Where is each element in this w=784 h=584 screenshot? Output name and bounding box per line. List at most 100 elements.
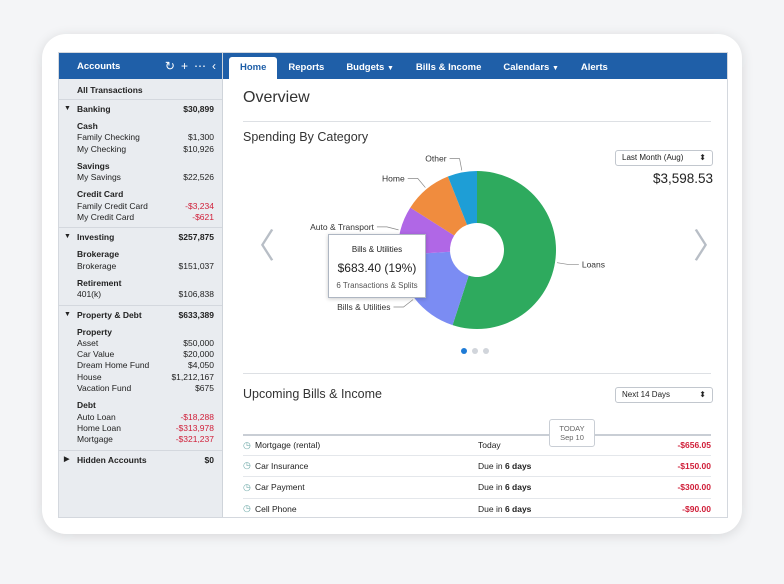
account-row[interactable]: My Savings $22,526 (59, 172, 222, 183)
updown-icon: ⬍ (699, 390, 706, 399)
refresh-icon[interactable]: ↻ (164, 59, 175, 73)
expand-triangle-icon[interactable]: ▼ (64, 233, 71, 241)
bill-due: Due in 6 days (478, 504, 682, 514)
bill-name: Car Payment (255, 482, 305, 493)
bill-due: Due in 6 days (478, 461, 677, 471)
range-value: Next 14 Days (622, 390, 671, 399)
expand-triangle-icon[interactable]: ▶ (64, 455, 70, 463)
account-balance: $106,838 (178, 289, 214, 300)
account-name: Car Value (77, 349, 115, 360)
tooltip-detail: 6 Transactions & Splits (336, 281, 418, 290)
bill-amount: -$300.00 (677, 482, 711, 493)
collapse-icon[interactable]: ‹ (212, 59, 216, 73)
all-transactions-link[interactable]: All Transactions (59, 79, 222, 100)
group-label: Hidden Accounts (77, 454, 147, 465)
divider (243, 121, 711, 122)
tooltip-amount: $683.40 (19%) (337, 261, 417, 275)
account-balance: $50,000 (183, 337, 214, 348)
carousel-dot[interactable] (483, 348, 489, 354)
updown-icon: ⬍ (699, 153, 706, 162)
account-row[interactable]: Brokerage $151,037 (59, 261, 222, 272)
pie-leader-line (376, 226, 399, 231)
bill-due: Due in 6 days (478, 482, 677, 492)
divider (243, 373, 711, 374)
page-title: Overview (243, 89, 310, 106)
bill-amount: -$150.00 (677, 460, 711, 471)
more-icon[interactable]: ⋯ (194, 59, 206, 73)
pie-slice-loans[interactable] (452, 171, 556, 329)
add-icon[interactable]: + (180, 59, 188, 73)
account-row[interactable]: Auto Loan -$18,288 (59, 412, 222, 423)
account-row[interactable]: Mortgage -$321,237 (59, 434, 222, 445)
accounts-sidebar: Accounts ↻ + ⋯ ‹ All Transactions ▼ Bank… (59, 53, 223, 517)
group-property-debt[interactable]: ▼ Property & Debt $633,389 (59, 306, 222, 324)
account-name: Vacation Fund (77, 383, 132, 394)
subgroup-label: Savings (77, 160, 110, 171)
pie-slice-home[interactable] (410, 176, 468, 236)
next-arrow-icon[interactable]: 〉 (693, 228, 727, 266)
account-row[interactable]: Car Value $20,000 (59, 349, 222, 360)
due-text: Today (478, 440, 501, 451)
account-row[interactable]: My Checking $10,926 (59, 144, 222, 155)
account-name: House (77, 371, 102, 382)
subgroup-label: Debt (77, 400, 96, 411)
account-row[interactable]: 401(k) $106,838 (59, 289, 222, 300)
account-row[interactable]: Vacation Fund $675 (59, 383, 222, 394)
account-balance: $151,037 (178, 260, 214, 271)
account-row[interactable]: Family Checking $1,300 (59, 132, 222, 143)
bill-amount: -$90.00 (682, 503, 711, 514)
account-row[interactable]: Asset $50,000 (59, 338, 222, 349)
tab-reports[interactable]: Reports (288, 62, 325, 73)
pie-label: Other (425, 154, 446, 164)
account-balance: $675 (195, 383, 214, 394)
account-row[interactable]: Dream Home Fund $4,050 (59, 360, 222, 371)
tab-budgets[interactable]: Budgets ▼ (335, 53, 405, 79)
account-balance: -$18,288 (180, 411, 214, 422)
tab-bills-income[interactable]: Bills & Income (415, 62, 482, 73)
bill-name: Cell Phone (255, 503, 297, 514)
spending-donut-chart[interactable]: Loans Bills & Utilities Auto & Transport Ho… (223, 53, 728, 353)
account-name: Dream Home Fund (77, 360, 150, 371)
due-days: 6 days (504, 460, 532, 471)
account-balance: $1,212,167 (171, 371, 214, 382)
account-name: My Checking (77, 143, 127, 154)
tab-home[interactable]: Home (229, 57, 278, 79)
account-name: Home Loan (77, 422, 121, 433)
expand-triangle-icon[interactable]: ▼ (64, 310, 71, 318)
pie-slice-other[interactable] (447, 171, 477, 225)
group-label: Property & Debt (77, 309, 142, 320)
group-banking[interactable]: ▼ Banking $30,899 (59, 100, 222, 118)
list-item[interactable]: ◷ Car Payment Due in 6 days -$300.00 (243, 477, 711, 499)
account-row[interactable]: My Credit Card -$621 (59, 212, 222, 223)
list-item[interactable]: ◷ Mortgage (rental) Today -$656.05 (243, 434, 711, 456)
subgroup-label: Credit Card (77, 189, 124, 200)
carousel-dot[interactable] (461, 348, 467, 354)
period-select[interactable]: Last Month (Aug) ⬍ (615, 150, 713, 166)
bills-list: ◷ Mortgage (rental) Today -$656.05 ◷ Car… (243, 434, 711, 518)
pie-label: Bills & Utilities (337, 302, 390, 312)
carousel-dots (461, 348, 489, 354)
clock-icon: ◷ (243, 460, 251, 471)
list-item[interactable]: ◷ Cell Phone Due in 6 days -$90.00 (243, 499, 711, 518)
tab-calendars[interactable]: Calendars ▼ (492, 53, 570, 79)
due-days: 6 days (504, 482, 532, 493)
account-row[interactable]: House $1,212,167 (59, 372, 222, 383)
range-select[interactable]: Next 14 Days ⬍ (615, 387, 713, 403)
app-window: Accounts ↻ + ⋯ ‹ All Transactions ▼ Bank… (58, 52, 728, 518)
pie-label: Loans (582, 260, 605, 270)
sidebar-title: Accounts (77, 60, 121, 72)
account-row[interactable]: Family Credit Card -$3,234 (59, 201, 222, 212)
group-investing[interactable]: ▼ Investing $257,875 (59, 228, 222, 246)
list-item[interactable]: ◷ Car Insurance Due in 6 days -$150.00 (243, 456, 711, 477)
caret-down-icon: ▼ (386, 65, 394, 72)
account-row[interactable]: Home Loan -$313,978 (59, 423, 222, 434)
prev-arrow-icon[interactable]: 〈 (241, 228, 275, 266)
account-name: Auto Loan (77, 411, 116, 422)
group-hidden-accounts[interactable]: ▶ Hidden Accounts $0 (59, 451, 222, 469)
carousel-dot[interactable] (472, 348, 478, 354)
subgroup-label: Brokerage (77, 249, 120, 260)
account-balance: $10,926 (183, 143, 214, 154)
subgroup-label: Property (77, 326, 112, 337)
expand-triangle-icon[interactable]: ▼ (64, 105, 71, 112)
tab-alerts[interactable]: Alerts (580, 62, 608, 73)
